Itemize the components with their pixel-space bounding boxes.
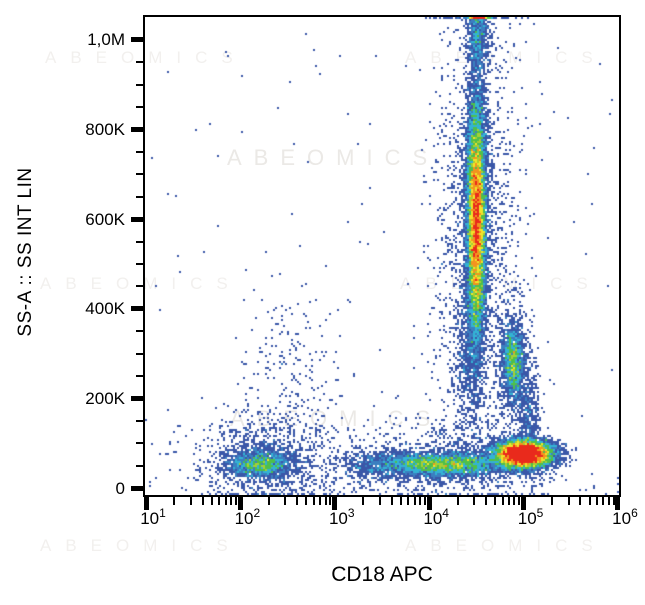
y-tick-label: 600K (85, 209, 125, 229)
x-tick-exponent: 3 (347, 506, 355, 520)
x-tick-base: 10 (140, 509, 160, 528)
x-minor-tick (296, 497, 299, 505)
plot-frame (143, 15, 621, 497)
y-minor-tick (136, 419, 143, 422)
x-minor-tick (284, 497, 287, 505)
x-minor-tick (513, 497, 516, 505)
y-tick-label: 1,0M (87, 30, 125, 50)
y-major-tick (131, 395, 143, 401)
x-minor-tick (407, 497, 410, 505)
y-minor-tick (136, 442, 143, 445)
x-minor-tick (312, 497, 315, 505)
x-minor-tick (399, 497, 402, 505)
x-minor-tick (518, 497, 521, 505)
x-minor-tick (607, 497, 610, 505)
x-minor-tick (612, 497, 615, 505)
x-tick-exponent: 5 (536, 506, 544, 520)
y-axis-title: SS-A :: SS INT LIN (15, 167, 36, 337)
y-minor-tick (136, 106, 143, 109)
x-minor-tick (362, 497, 365, 505)
x-minor-tick (210, 497, 213, 505)
x-minor-tick (485, 497, 487, 505)
x-minor-tick (329, 497, 332, 505)
y-major-tick (131, 485, 143, 491)
x-major-tick (426, 497, 432, 510)
y-minor-tick (136, 61, 143, 64)
y-minor-tick (136, 173, 143, 176)
x-major-tick (143, 497, 149, 510)
x-tick-exponent: 6 (631, 506, 638, 520)
y-tick-label: 800K (85, 120, 125, 140)
y-minor-tick (136, 285, 143, 288)
x-tick-label: 101 (123, 506, 183, 529)
y-minor-tick (136, 150, 143, 153)
x-minor-tick (224, 497, 227, 505)
x-minor-tick (501, 497, 504, 505)
x-minor-tick (319, 497, 322, 505)
x-minor-tick (413, 497, 416, 505)
x-minor-tick (190, 497, 193, 505)
x-minor-tick (588, 497, 591, 505)
y-tick-label: 0 (115, 478, 125, 498)
x-tick-label: 105 (501, 506, 561, 529)
x-tick-label: 104 (406, 506, 466, 529)
x-minor-tick (507, 497, 510, 505)
x-major-tick (615, 497, 621, 510)
x-tick-label: 103 (312, 506, 372, 529)
x-minor-tick (267, 497, 270, 505)
x-minor-tick (324, 497, 327, 505)
y-major-tick (131, 216, 143, 222)
y-tick-label: 400K (85, 299, 125, 319)
x-minor-tick (602, 497, 605, 505)
x-minor-tick (173, 497, 176, 505)
x-tick-base: 10 (423, 509, 443, 528)
x-major-tick (237, 497, 243, 510)
x-minor-tick (378, 497, 381, 505)
x-tick-exponent: 2 (253, 506, 261, 520)
x-tick-exponent: 4 (442, 506, 449, 520)
y-tick-label: 200K (85, 388, 125, 408)
x-tick-base: 10 (234, 509, 254, 528)
x-minor-tick (419, 497, 422, 505)
y-minor-tick (136, 352, 143, 355)
x-major-tick (521, 497, 527, 510)
x-tick-base: 10 (517, 509, 537, 528)
y-minor-tick (136, 195, 143, 198)
x-tick-label: 102 (217, 506, 277, 529)
x-minor-tick (390, 497, 393, 505)
y-minor-tick (136, 330, 143, 333)
x-minor-tick (230, 497, 233, 505)
y-minor-tick (136, 375, 143, 377)
x-tick-base: 10 (328, 509, 348, 528)
x-minor-tick (201, 497, 204, 505)
x-axis-title: CD18 APC (331, 563, 433, 586)
x-minor-tick (305, 497, 308, 505)
x-minor-tick (494, 497, 497, 505)
x-minor-tick (423, 497, 426, 505)
y-minor-tick (136, 240, 143, 243)
y-minor-tick (136, 83, 143, 86)
y-major-tick (131, 306, 143, 312)
y-minor-tick (136, 464, 143, 467)
x-minor-tick (567, 497, 570, 505)
x-minor-tick (550, 497, 553, 505)
y-major-tick (131, 37, 143, 43)
x-minor-tick (235, 497, 238, 505)
y-major-tick (131, 127, 143, 133)
scatter-density-canvas (145, 17, 619, 495)
x-minor-tick (596, 497, 599, 505)
watermark-text: ABEOMICS (405, 536, 607, 555)
x-tick-base: 10 (612, 509, 632, 528)
x-minor-tick (473, 497, 476, 505)
x-minor-tick (579, 497, 582, 505)
watermark-text: ABEOMICS (40, 536, 242, 555)
x-major-tick (332, 497, 338, 510)
x-tick-exponent: 1 (159, 506, 166, 520)
x-minor-tick (456, 497, 459, 505)
y-minor-tick (136, 262, 143, 265)
x-tick-label: 106 (595, 506, 645, 529)
x-minor-tick (218, 497, 221, 505)
